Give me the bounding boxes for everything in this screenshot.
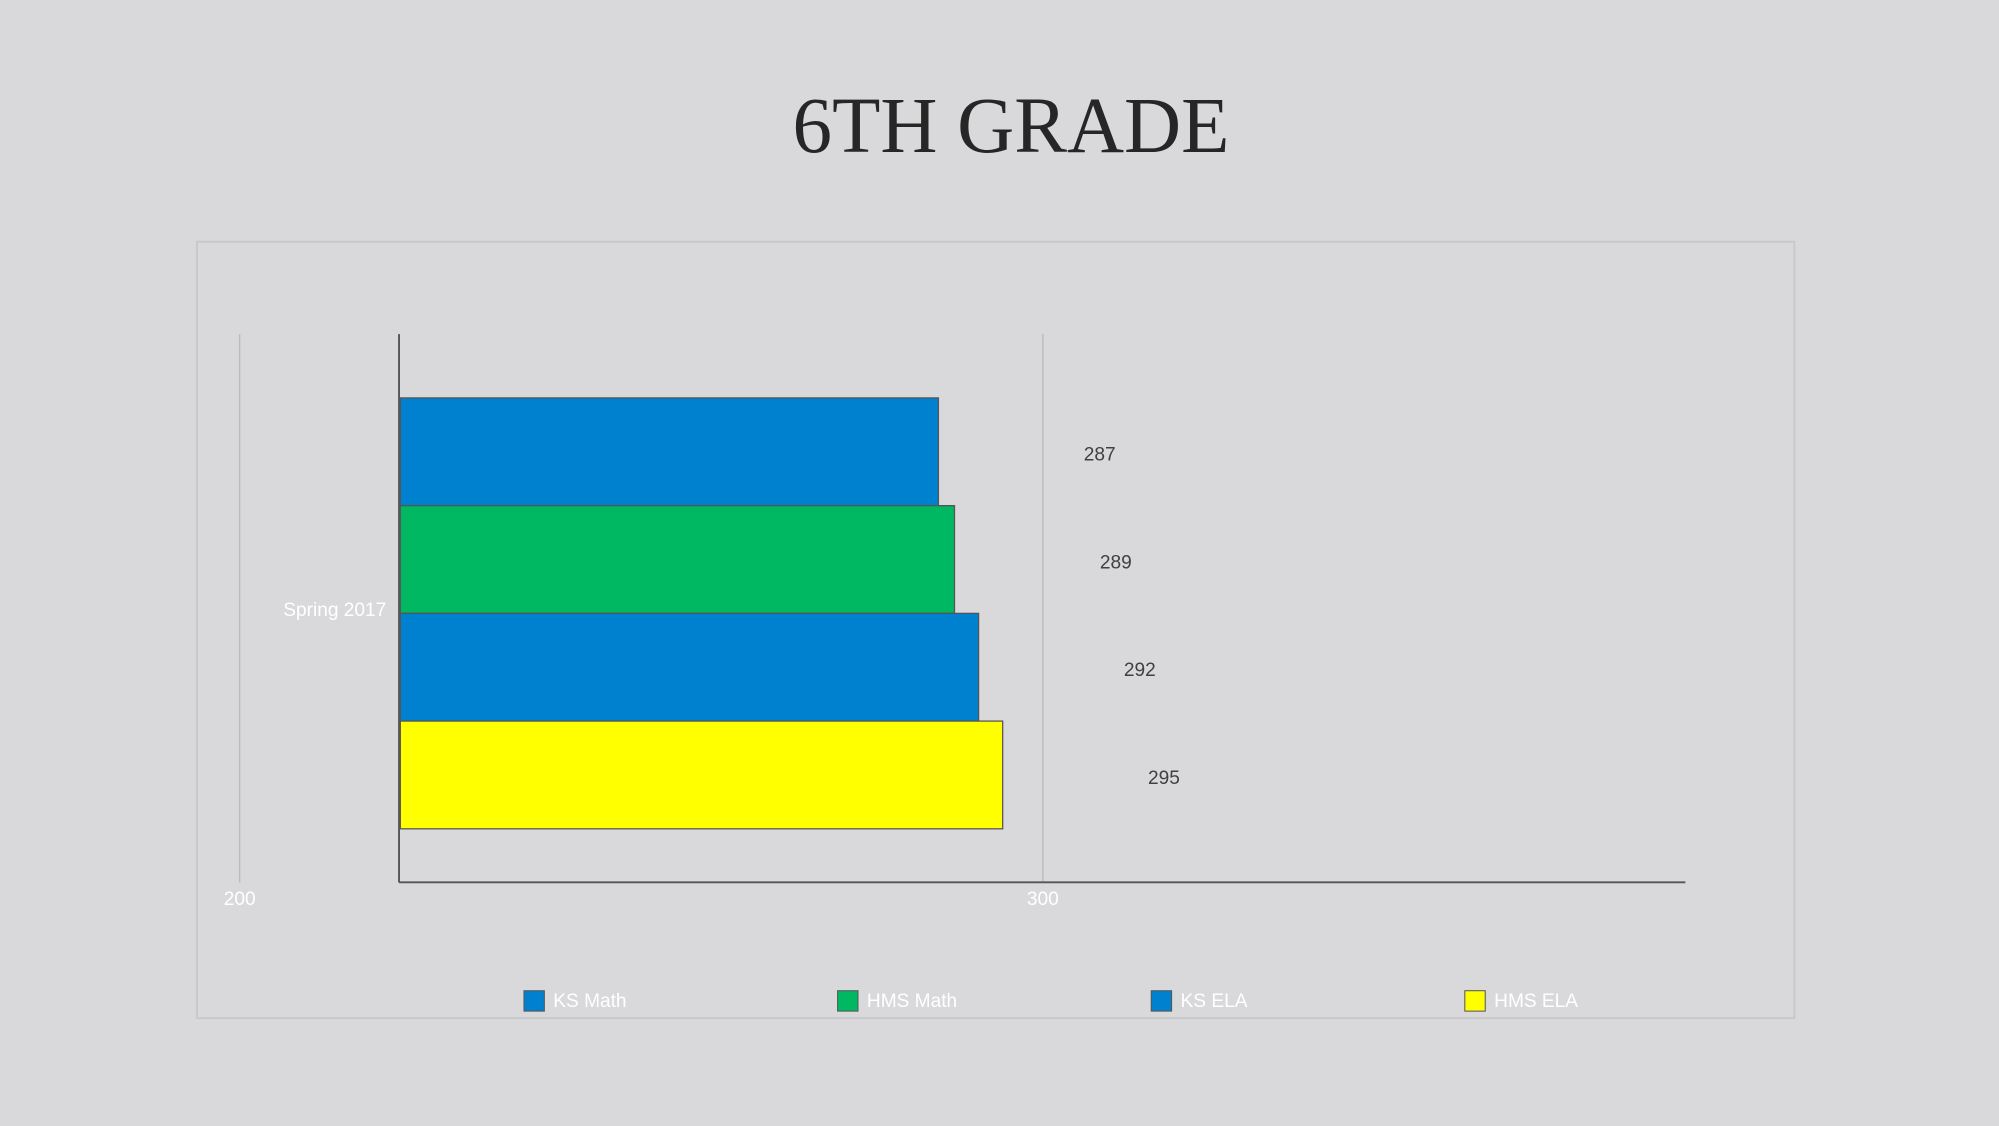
legend-label: HMS Math [867,991,957,1012]
data-label: 292 [1124,660,1156,681]
data-label: 289 [1100,552,1132,573]
chart-title: 6TH GRADE [793,83,1230,170]
bar [399,612,980,722]
data-label: 295 [1148,768,1180,789]
bar [399,397,940,507]
legend-swatch [523,990,545,1012]
chart-frame [196,240,1796,1020]
legend-label: HMS ELA [1494,991,1578,1012]
data-label: 287 [1084,445,1116,466]
legend-label: KS ELA [1181,991,1248,1012]
legend-swatch [837,990,859,1012]
x-tick-label: 200 [224,889,256,910]
x-tick-label: 300 [1027,889,1059,910]
y-tick-label: Spring 2017 [283,600,386,621]
legend-swatch [1464,990,1486,1012]
bar [399,720,1004,830]
legend-label: KS Math [553,991,626,1012]
legend-swatch [1150,990,1173,1012]
bar [399,504,956,614]
